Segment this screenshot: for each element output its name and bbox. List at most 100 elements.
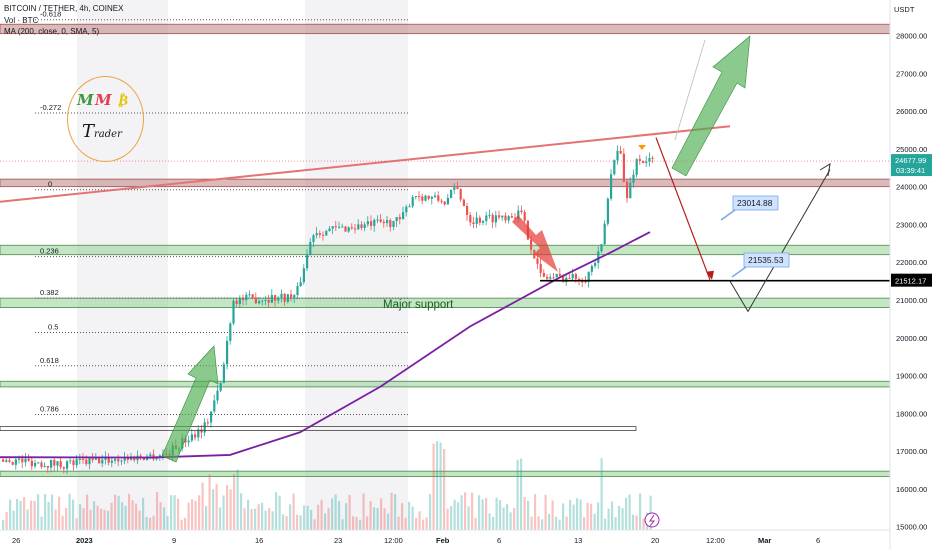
volume-bar bbox=[9, 499, 12, 530]
volume-bar bbox=[117, 495, 120, 530]
candle-body bbox=[648, 157, 651, 162]
volume-bar bbox=[75, 518, 78, 530]
volume-bar bbox=[376, 508, 379, 530]
volume-bar bbox=[131, 500, 134, 530]
candle-body bbox=[546, 276, 549, 279]
volume-bar bbox=[618, 505, 621, 530]
candle-body bbox=[501, 215, 504, 218]
volume-bar bbox=[23, 497, 26, 530]
volume-bar bbox=[443, 448, 446, 530]
volume-bar bbox=[61, 515, 64, 530]
candle-body bbox=[357, 224, 360, 230]
candle-body bbox=[56, 461, 59, 466]
candle-body bbox=[571, 274, 574, 279]
candle-body bbox=[184, 438, 187, 443]
candle-body bbox=[94, 458, 97, 460]
volume-bar bbox=[215, 483, 218, 530]
candle-body bbox=[235, 300, 238, 304]
range-box bbox=[0, 426, 637, 431]
symbol-title[interactable]: BITCOIN / TETHER, 4h, COINEX bbox=[4, 4, 124, 13]
candle-body bbox=[264, 299, 267, 301]
fib-label: 0 bbox=[48, 180, 52, 189]
candle-body bbox=[43, 465, 46, 467]
logo-word-rest: rader bbox=[94, 129, 122, 140]
volume-bar bbox=[292, 493, 295, 530]
candle-body bbox=[491, 214, 494, 223]
candle-body bbox=[350, 227, 353, 229]
candle-body bbox=[389, 220, 392, 227]
candle-body bbox=[622, 153, 625, 182]
candle-body bbox=[322, 234, 325, 236]
candle-body bbox=[187, 440, 190, 443]
volume-bar bbox=[411, 506, 414, 530]
volume-bar bbox=[572, 504, 575, 530]
candle-body bbox=[286, 294, 289, 302]
volume-bar bbox=[145, 516, 148, 530]
ma-indicator-label[interactable]: MA (200, close, 0, SMA, 5) bbox=[4, 27, 100, 36]
price-tick-label: 26000.00 bbox=[896, 107, 927, 116]
candle-body bbox=[514, 217, 517, 219]
logo-word-initial: T bbox=[82, 121, 95, 142]
candle-body bbox=[158, 455, 161, 458]
candle-body bbox=[440, 200, 443, 202]
candle-body bbox=[142, 457, 145, 461]
volume-bar bbox=[334, 494, 337, 530]
candle-body bbox=[478, 217, 481, 223]
candle-body bbox=[341, 226, 344, 228]
candle-body bbox=[613, 160, 616, 175]
volume-bar bbox=[359, 519, 362, 530]
volume-bar bbox=[352, 516, 355, 530]
time-tick-label: 13 bbox=[574, 536, 582, 545]
price-tick-label: 24000.00 bbox=[896, 183, 927, 192]
volume-bar bbox=[488, 513, 491, 530]
lightning-icon bbox=[644, 512, 660, 528]
candle-body bbox=[245, 294, 248, 301]
major-support-label: Major support bbox=[383, 299, 454, 311]
session-shading bbox=[305, 0, 408, 530]
candle-body bbox=[510, 216, 513, 218]
volume-bar bbox=[229, 489, 232, 530]
volume-bar bbox=[96, 505, 99, 530]
volume-bar bbox=[625, 497, 628, 530]
candle-body bbox=[606, 198, 609, 224]
candle-body bbox=[18, 458, 21, 460]
candle-body bbox=[75, 459, 78, 466]
green-up-arrow bbox=[671, 35, 751, 177]
candle-body bbox=[261, 300, 264, 302]
candle-body bbox=[475, 217, 478, 224]
candle-body bbox=[280, 293, 283, 298]
time-tick-label: 23 bbox=[334, 536, 342, 545]
candle-body bbox=[437, 195, 440, 201]
zone-resistance bbox=[0, 23, 891, 35]
candle-body bbox=[603, 223, 606, 245]
candle-body bbox=[581, 281, 584, 283]
candle-body bbox=[107, 456, 110, 463]
volume-indicator-label[interactable]: Vol · BTC bbox=[4, 15, 39, 25]
candle-body bbox=[472, 222, 475, 224]
candle-body bbox=[498, 215, 501, 218]
candle-body bbox=[386, 220, 389, 224]
price-tick-label: 15000.00 bbox=[896, 523, 927, 532]
candle-body bbox=[219, 383, 222, 391]
logo-bitcoin-icon: ₿ bbox=[117, 91, 129, 109]
candle-body bbox=[382, 221, 385, 224]
candle-body bbox=[408, 206, 411, 208]
volume-bar bbox=[271, 511, 274, 530]
candle-body bbox=[453, 187, 456, 190]
candle-body bbox=[443, 201, 446, 205]
candle-body bbox=[558, 273, 561, 276]
fib-label: -0.618 bbox=[40, 10, 61, 19]
price-tick-label: 21000.00 bbox=[896, 296, 927, 305]
candle-body bbox=[600, 244, 603, 252]
volume-bar bbox=[205, 506, 208, 530]
price-callout-text: 23014.88 bbox=[737, 198, 773, 208]
candle-body bbox=[299, 282, 302, 287]
volume-bar bbox=[551, 500, 554, 530]
candle-body bbox=[66, 461, 69, 469]
volume-bar bbox=[152, 515, 155, 530]
volume-bar bbox=[68, 493, 71, 530]
volume-bar bbox=[583, 517, 586, 530]
volume-bar bbox=[432, 443, 435, 530]
